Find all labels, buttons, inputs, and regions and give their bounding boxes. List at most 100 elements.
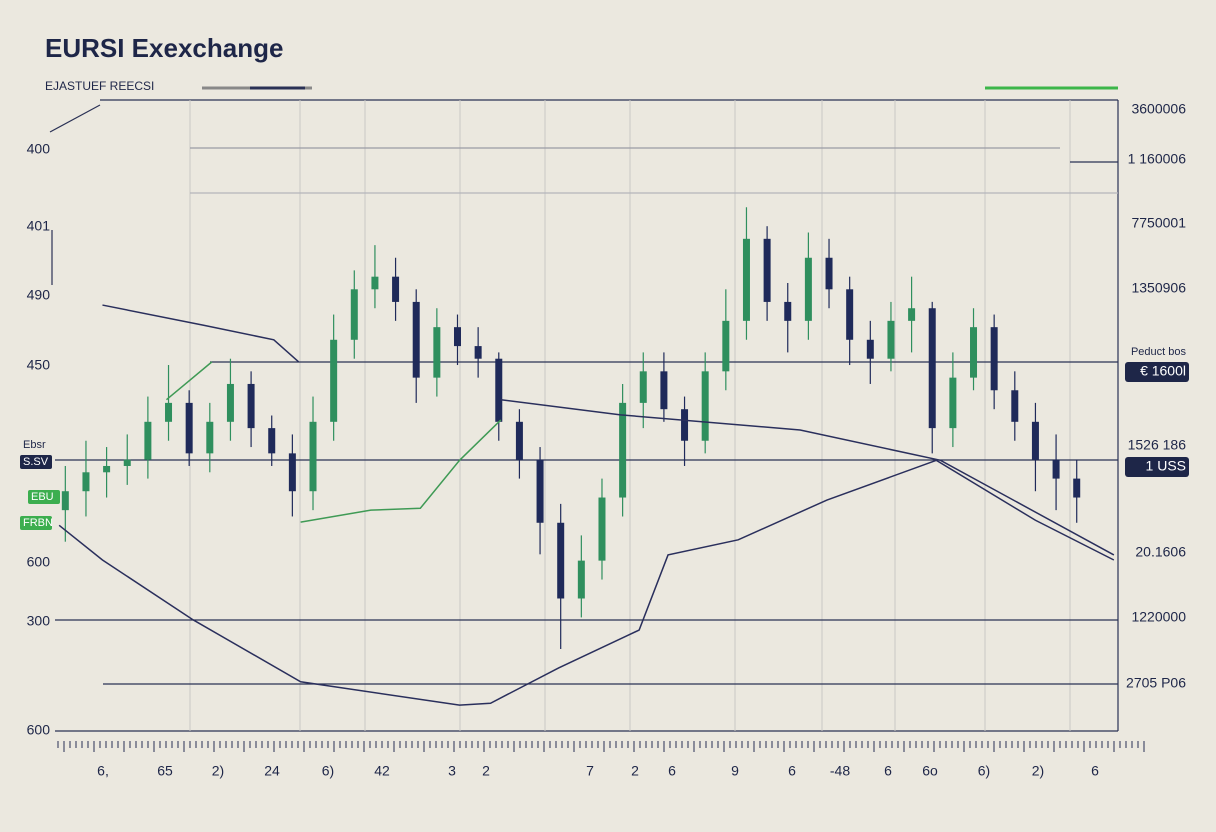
candle-body [722,320,730,372]
candle-body [1011,390,1019,422]
x-tick-label: 6 [884,763,892,779]
left-tag: Ebsr [23,439,46,451]
candle-body [577,560,585,599]
candle-body [268,428,276,454]
overlay-line [58,459,1115,706]
x-tick-label: 6 [668,763,676,779]
candle-body [866,339,874,359]
candle-body [103,465,111,473]
candle-body [309,421,317,492]
candle-body [928,308,936,429]
candle-body [784,301,792,321]
candle-body [185,402,193,454]
left-label: 450 [27,357,51,373]
candle-body [350,289,358,340]
candle-body [846,289,854,340]
right-label: 1 160006 [1128,151,1187,167]
candle-body [61,491,69,511]
candle-body [392,276,400,302]
candle-body [226,383,234,422]
right-label: € 1600l [1140,363,1186,379]
x-tick-label: 2 [631,763,639,779]
candle-body [598,497,606,561]
candle-body [1052,459,1060,479]
right-label: 1526 186 [1128,437,1187,453]
chart-title: EURSI Exexchange [45,33,283,63]
left-label: 600 [27,722,51,738]
right-label: 3600006 [1131,101,1186,117]
right-tag-box [1125,362,1189,382]
candle-body [639,371,647,403]
x-tick-label: 6) [322,763,334,779]
candle-body [495,358,503,422]
right-label: 1350906 [1131,280,1186,296]
candle-body [474,346,482,359]
x-tick-label: -48 [830,763,850,779]
right-label: 7750001 [1131,215,1186,231]
candle-body [453,327,461,347]
right-label: 2705 P06 [1126,675,1186,691]
candle-body [1031,421,1039,460]
left-label: 400 [27,141,51,157]
x-tick-label: 2) [212,763,224,779]
candle-body [887,320,895,359]
x-tick-label: 6) [978,763,990,779]
left-tag-box [20,516,52,530]
left-tag: EBU [31,491,54,503]
candle-body [247,383,255,429]
candle-body [949,377,957,429]
x-tick-label: 9 [731,763,739,779]
x-tick-label: 7 [586,763,594,779]
x-tick-label: 42 [374,763,390,779]
x-tick-label: 24 [264,763,280,779]
candle-body [206,421,214,454]
candle-body [660,371,668,410]
left-tag-box [28,490,60,504]
left-label: 490 [27,287,51,303]
x-tick-label: 65 [157,763,173,779]
right-label: Peduct bos [1131,346,1187,358]
candle-body [970,327,978,378]
x-tick-label: 3 [448,763,456,779]
candle-body [681,409,689,441]
right-label: 1220000 [1131,609,1186,625]
candle-body [123,459,131,466]
candle-body [619,402,627,498]
left-tag: S.SV [23,456,49,468]
x-tick-label: 2) [1032,763,1044,779]
chart-subtitle: EJASTUEF REECSI [45,79,154,93]
x-tick-label: 6 [1091,763,1099,779]
candle-body [536,459,544,523]
right-label: 1 USS [1146,458,1186,474]
candle-body [557,522,565,599]
left-tag: FRBN [23,517,53,529]
candle-body [433,327,441,378]
candle-body [742,238,750,321]
right-label: 20.1606 [1135,544,1186,560]
overlay-line [500,398,1115,556]
candle-body [908,308,916,321]
x-tick-label: 6o [922,763,938,779]
x-tick-label: 6, [97,763,109,779]
left-label: 600 [27,554,51,570]
left-tag-box [20,455,52,469]
candle-body [82,472,90,492]
candle-body [144,421,152,460]
overlay-line [300,419,502,523]
left-label: 401 [27,218,51,234]
candle-body [701,371,709,441]
x-tick-label: 6 [788,763,796,779]
candle-body [288,453,296,492]
candle-body [804,257,812,321]
candle-body [330,339,338,422]
overlay-line [165,361,213,401]
candle-body [371,276,379,290]
decor-line [49,104,101,133]
candle-body [825,257,833,290]
x-tick-label: 2 [482,763,490,779]
candle-body [763,238,771,302]
candle-body [990,327,998,391]
candle-body [412,301,420,378]
overlay-line [102,304,300,363]
